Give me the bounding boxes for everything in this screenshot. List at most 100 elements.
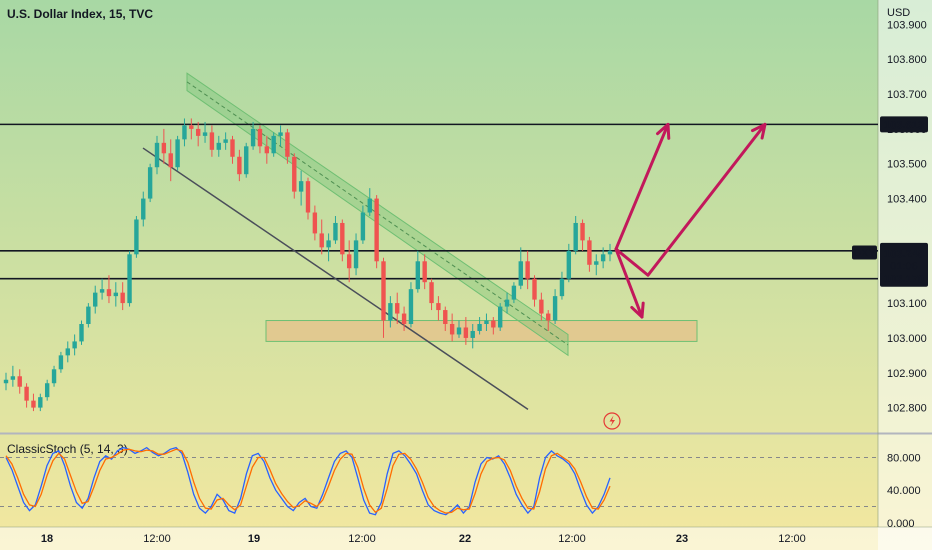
candle-bearish <box>305 181 311 213</box>
time-tick-label: 12:00 <box>143 533 171 545</box>
candle-bullish <box>278 132 283 136</box>
time-tick-label: 12:00 <box>778 533 806 545</box>
candle-bullish <box>518 261 523 286</box>
candle-bearish <box>429 282 434 304</box>
candle-bullish <box>566 250 572 279</box>
time-tick-label: 19 <box>248 533 260 545</box>
candle-bearish <box>230 139 235 157</box>
candle-bullish <box>93 292 98 307</box>
candle-bearish <box>381 261 386 321</box>
candle-bearish <box>463 327 469 338</box>
candle-bullish <box>79 324 84 342</box>
candle-bullish <box>51 369 57 384</box>
candle-bullish <box>388 303 393 321</box>
candle-bearish <box>539 299 544 314</box>
candle-bearish <box>340 222 345 255</box>
arrowhead <box>750 122 767 140</box>
price-tick-label: 103.900 <box>887 19 927 31</box>
candle-bullish <box>99 289 105 293</box>
candle-bullish <box>573 222 578 251</box>
candle-bullish <box>298 181 304 192</box>
candle-bearish <box>264 146 270 154</box>
candle-bearish <box>587 240 592 265</box>
candle-bearish <box>120 292 125 304</box>
candle-bullish <box>223 139 228 143</box>
candle-bullish <box>113 292 119 297</box>
candle-bearish <box>395 303 400 314</box>
candle-bearish <box>292 156 297 192</box>
candle-bullish <box>250 128 256 147</box>
last-price-badge <box>880 245 928 274</box>
candle-bearish <box>168 153 173 168</box>
price-tick-label: 102.800 <box>887 403 927 415</box>
candle-bullish <box>65 348 70 356</box>
candle-bearish <box>525 261 530 279</box>
candle-bullish <box>182 125 187 140</box>
candle-bullish <box>147 167 153 199</box>
candle-bullish <box>559 278 565 297</box>
candle-bullish <box>44 383 50 398</box>
candle-bullish <box>600 254 606 262</box>
candle-bullish <box>367 198 372 213</box>
candle-bullish <box>58 355 64 370</box>
candle-bullish <box>594 261 599 265</box>
support-trendline[interactable] <box>142 147 529 410</box>
candle-bullish <box>134 219 139 255</box>
candle-bullish <box>497 306 503 328</box>
candle-bearish <box>436 303 441 311</box>
candle-bearish <box>24 386 29 401</box>
level-price-label: 103.170 <box>884 274 924 286</box>
support-zone[interactable] <box>265 320 698 342</box>
candle-bearish <box>346 254 352 269</box>
candle-bullish <box>244 146 249 175</box>
candle-bullish <box>271 135 276 154</box>
candle-bearish <box>449 324 455 335</box>
candle-bullish <box>456 327 462 335</box>
time-tick-label: 12:00 <box>348 533 376 545</box>
candle-bullish <box>511 285 517 300</box>
projection-arrow-dip-up[interactable] <box>614 122 767 277</box>
candle-bullish <box>484 320 489 324</box>
price-tick-label: 103.700 <box>887 89 927 101</box>
candle-bearish <box>374 198 379 262</box>
lightning-icon[interactable] <box>603 412 621 430</box>
chart-title: U.S. Dollar Index, 15, TVC <box>7 7 153 21</box>
candle-bullish <box>3 379 9 384</box>
candle-bearish <box>17 376 22 387</box>
price-tick-label: 103.400 <box>887 194 927 206</box>
bar-countdown: 01:06 <box>890 261 918 273</box>
candle-bearish <box>257 128 263 147</box>
candle-bullish <box>175 139 180 168</box>
candle-bearish <box>209 132 215 150</box>
level-price-badge <box>880 270 928 287</box>
symbol-tag-label: DXY <box>853 248 876 260</box>
candle-bearish <box>532 278 537 300</box>
time-tick-label: 18 <box>41 533 53 545</box>
price-tick-label: 103.800 <box>887 54 927 66</box>
candle-bullish <box>353 240 359 269</box>
price-tick-label: 103.500 <box>887 159 927 171</box>
candle-bearish <box>189 125 194 129</box>
candle-bullish <box>415 261 421 290</box>
stoch-d-line <box>5 448 611 514</box>
candle-bearish <box>195 128 201 136</box>
level-price-label: 103.613 <box>884 119 924 131</box>
projection-arrow-up[interactable] <box>614 122 670 251</box>
projection-arrow-down[interactable] <box>614 247 644 319</box>
candle-bearish <box>546 313 551 321</box>
candle-bullish <box>326 240 331 248</box>
price-tick-label: 102.900 <box>887 368 927 380</box>
candle-bearish <box>580 222 585 241</box>
currency-label: USD <box>887 7 910 19</box>
candle-bearish <box>401 313 407 324</box>
candle-bearish <box>161 142 167 154</box>
candle-bullish <box>127 254 132 304</box>
candle-bullish <box>360 212 366 241</box>
stoch-tick-label: 0.000 <box>887 518 915 530</box>
candle-bullish <box>470 330 475 338</box>
time-tick-label: 12:00 <box>558 533 586 545</box>
candle-bearish <box>422 261 427 283</box>
candle-bearish <box>491 320 496 328</box>
